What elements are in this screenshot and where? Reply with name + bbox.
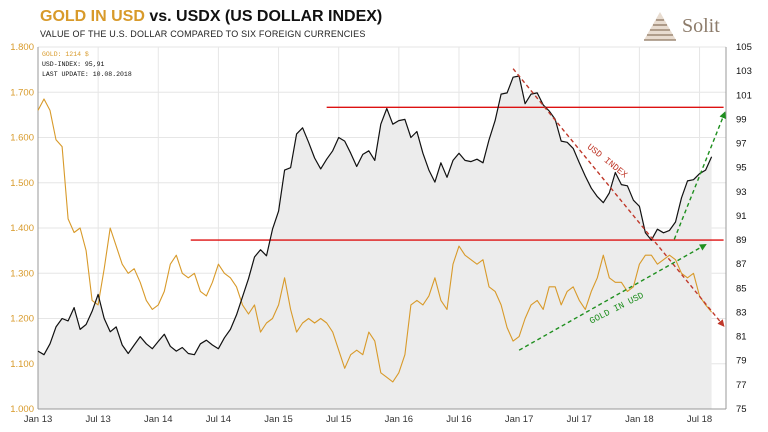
trend-arrow	[512, 68, 725, 327]
x-tick-label: Jan 17	[505, 414, 534, 425]
left-tick-label: 1.100	[10, 359, 34, 370]
chart-title: GOLD IN USD vs. USDX (US DOLLAR INDEX)	[40, 8, 382, 26]
right-tick-label: 97	[736, 139, 747, 150]
tick-labels: Jan 13 Jul 13 Jan 14 Jul 14 Jan 15 Jul 15 Jan …	[10, 42, 752, 425]
series	[37, 75, 713, 383]
legend-update: LAST UPDATE: 10.08.2018	[42, 71, 132, 78]
left-tick-label: 1.600	[10, 133, 34, 144]
legend-gold: GOLD: 1214 $	[42, 51, 89, 58]
left-tick-label: 1.500	[10, 178, 34, 189]
x-tick-label: Jul 18	[687, 414, 712, 425]
right-tick-label: 81	[736, 332, 747, 343]
title-vs: vs.	[144, 8, 177, 25]
x-tick-label: Jul 17	[567, 414, 592, 425]
gold-series-line	[37, 98, 713, 383]
title-gold: GOLD IN USD	[40, 8, 145, 25]
x-tick-label: Jul 16	[446, 414, 471, 425]
right-tick-label: 105	[736, 42, 752, 53]
horizontal-levels	[190, 106, 724, 241]
right-tick-label: 93	[736, 187, 747, 198]
solit-logo: Solit	[640, 10, 755, 44]
usd-area-fill	[38, 76, 712, 409]
x-tick-label: Jan 18	[625, 414, 654, 425]
x-tick-label: Jan 14	[144, 414, 173, 425]
pyramid-logo-icon	[644, 12, 676, 41]
title-usdx: USDX (US DOLLAR INDEX)	[176, 8, 383, 25]
right-tick-label: 85	[736, 283, 747, 294]
trend-label: USD INDEX	[585, 142, 630, 180]
x-tick-label: Jul 15	[326, 414, 351, 425]
left-tick-label: 1.800	[10, 42, 34, 53]
x-tick-label: Jan 15	[264, 414, 293, 425]
left-tick-label: 1.700	[10, 87, 34, 98]
right-tick-label: 95	[736, 163, 747, 174]
right-tick-label: 99	[736, 114, 747, 125]
x-tick-label: Jan 13	[24, 414, 53, 425]
right-tick-label: 75	[736, 404, 747, 415]
trend-arrow	[518, 244, 707, 351]
right-tick-label: 101	[736, 90, 752, 101]
x-tick-label: Jul 13	[85, 414, 110, 425]
right-tick-label: 103	[736, 66, 752, 77]
usd-area	[38, 76, 712, 409]
x-tick-label: Jan 16	[385, 414, 414, 425]
x-tick-label: Jul 14	[206, 414, 231, 425]
right-tick-label: 91	[736, 211, 747, 222]
legend-box: GOLD: 1214 $ USD-INDEX: 95,91 LAST UPDAT…	[42, 50, 132, 80]
chart-subtitle: VALUE OF THE U.S. DOLLAR COMPARED TO SIX…	[40, 29, 366, 39]
axes	[37, 47, 727, 410]
trend-arrow	[673, 111, 726, 240]
right-tick-label: 77	[736, 380, 747, 391]
left-tick-label: 1.400	[10, 223, 34, 234]
right-tick-label: 89	[736, 235, 747, 246]
right-tick-label: 79	[736, 356, 747, 367]
left-tick-label: 1.200	[10, 314, 34, 325]
legend-usd: USD-INDEX: 95,91	[42, 61, 105, 68]
left-tick-label: 1.300	[10, 268, 34, 279]
right-tick-label: 83	[736, 307, 747, 318]
left-tick-label: 1.000	[10, 404, 34, 415]
logo-text: Solit	[682, 15, 720, 37]
right-tick-label: 87	[736, 259, 747, 270]
usd-series-line	[37, 75, 713, 356]
